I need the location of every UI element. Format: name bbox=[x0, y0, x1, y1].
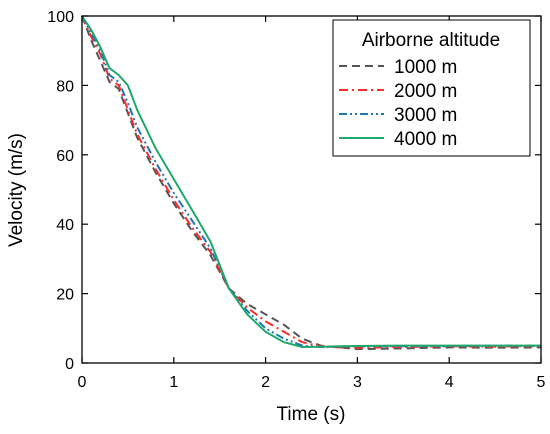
series-line-1 bbox=[81, 15, 542, 351]
y-tick-label: 80 bbox=[56, 78, 74, 95]
x-axis-ticks: 0 1 2 3 4 5 bbox=[78, 16, 546, 391]
y-tick-label: 0 bbox=[65, 356, 74, 373]
x-tick-label: 0 bbox=[78, 374, 87, 391]
legend-label-1: 1000 m bbox=[394, 57, 457, 78]
x-tick-label: 3 bbox=[353, 374, 362, 391]
x-axis-label: Time (s) bbox=[277, 404, 346, 425]
plot-frame bbox=[81, 15, 542, 364]
legend: Airborne altitude 1000 m 2000 m 3000 m 4000… bbox=[332, 19, 531, 157]
y-tick-label: 40 bbox=[56, 217, 74, 234]
y-tick-label: 100 bbox=[47, 9, 74, 26]
x-tick-label: 4 bbox=[445, 374, 454, 391]
legend-label-3: 3000 m bbox=[394, 105, 457, 126]
y-axis-label: Velocity (m/s) bbox=[6, 133, 27, 247]
y-tick-label: 60 bbox=[56, 148, 74, 165]
y-tick-label: 20 bbox=[56, 287, 74, 304]
legend-box bbox=[332, 19, 531, 157]
legend-label-4: 4000 m bbox=[394, 129, 457, 150]
legend-items: 1000 m 2000 m 3000 m 4000 m bbox=[339, 57, 457, 150]
x-tick-label: 1 bbox=[169, 374, 178, 391]
x-tick-label: 2 bbox=[261, 374, 270, 391]
legend-label-2: 2000 m bbox=[394, 81, 457, 102]
legend-title: Airborne altitude bbox=[362, 30, 500, 51]
x-tick-label: 5 bbox=[537, 374, 546, 391]
y-axis-ticks: 0 20 40 60 80 100 bbox=[47, 9, 541, 373]
series-line-4 bbox=[81, 15, 541, 348]
series-layer bbox=[81, 15, 542, 351]
